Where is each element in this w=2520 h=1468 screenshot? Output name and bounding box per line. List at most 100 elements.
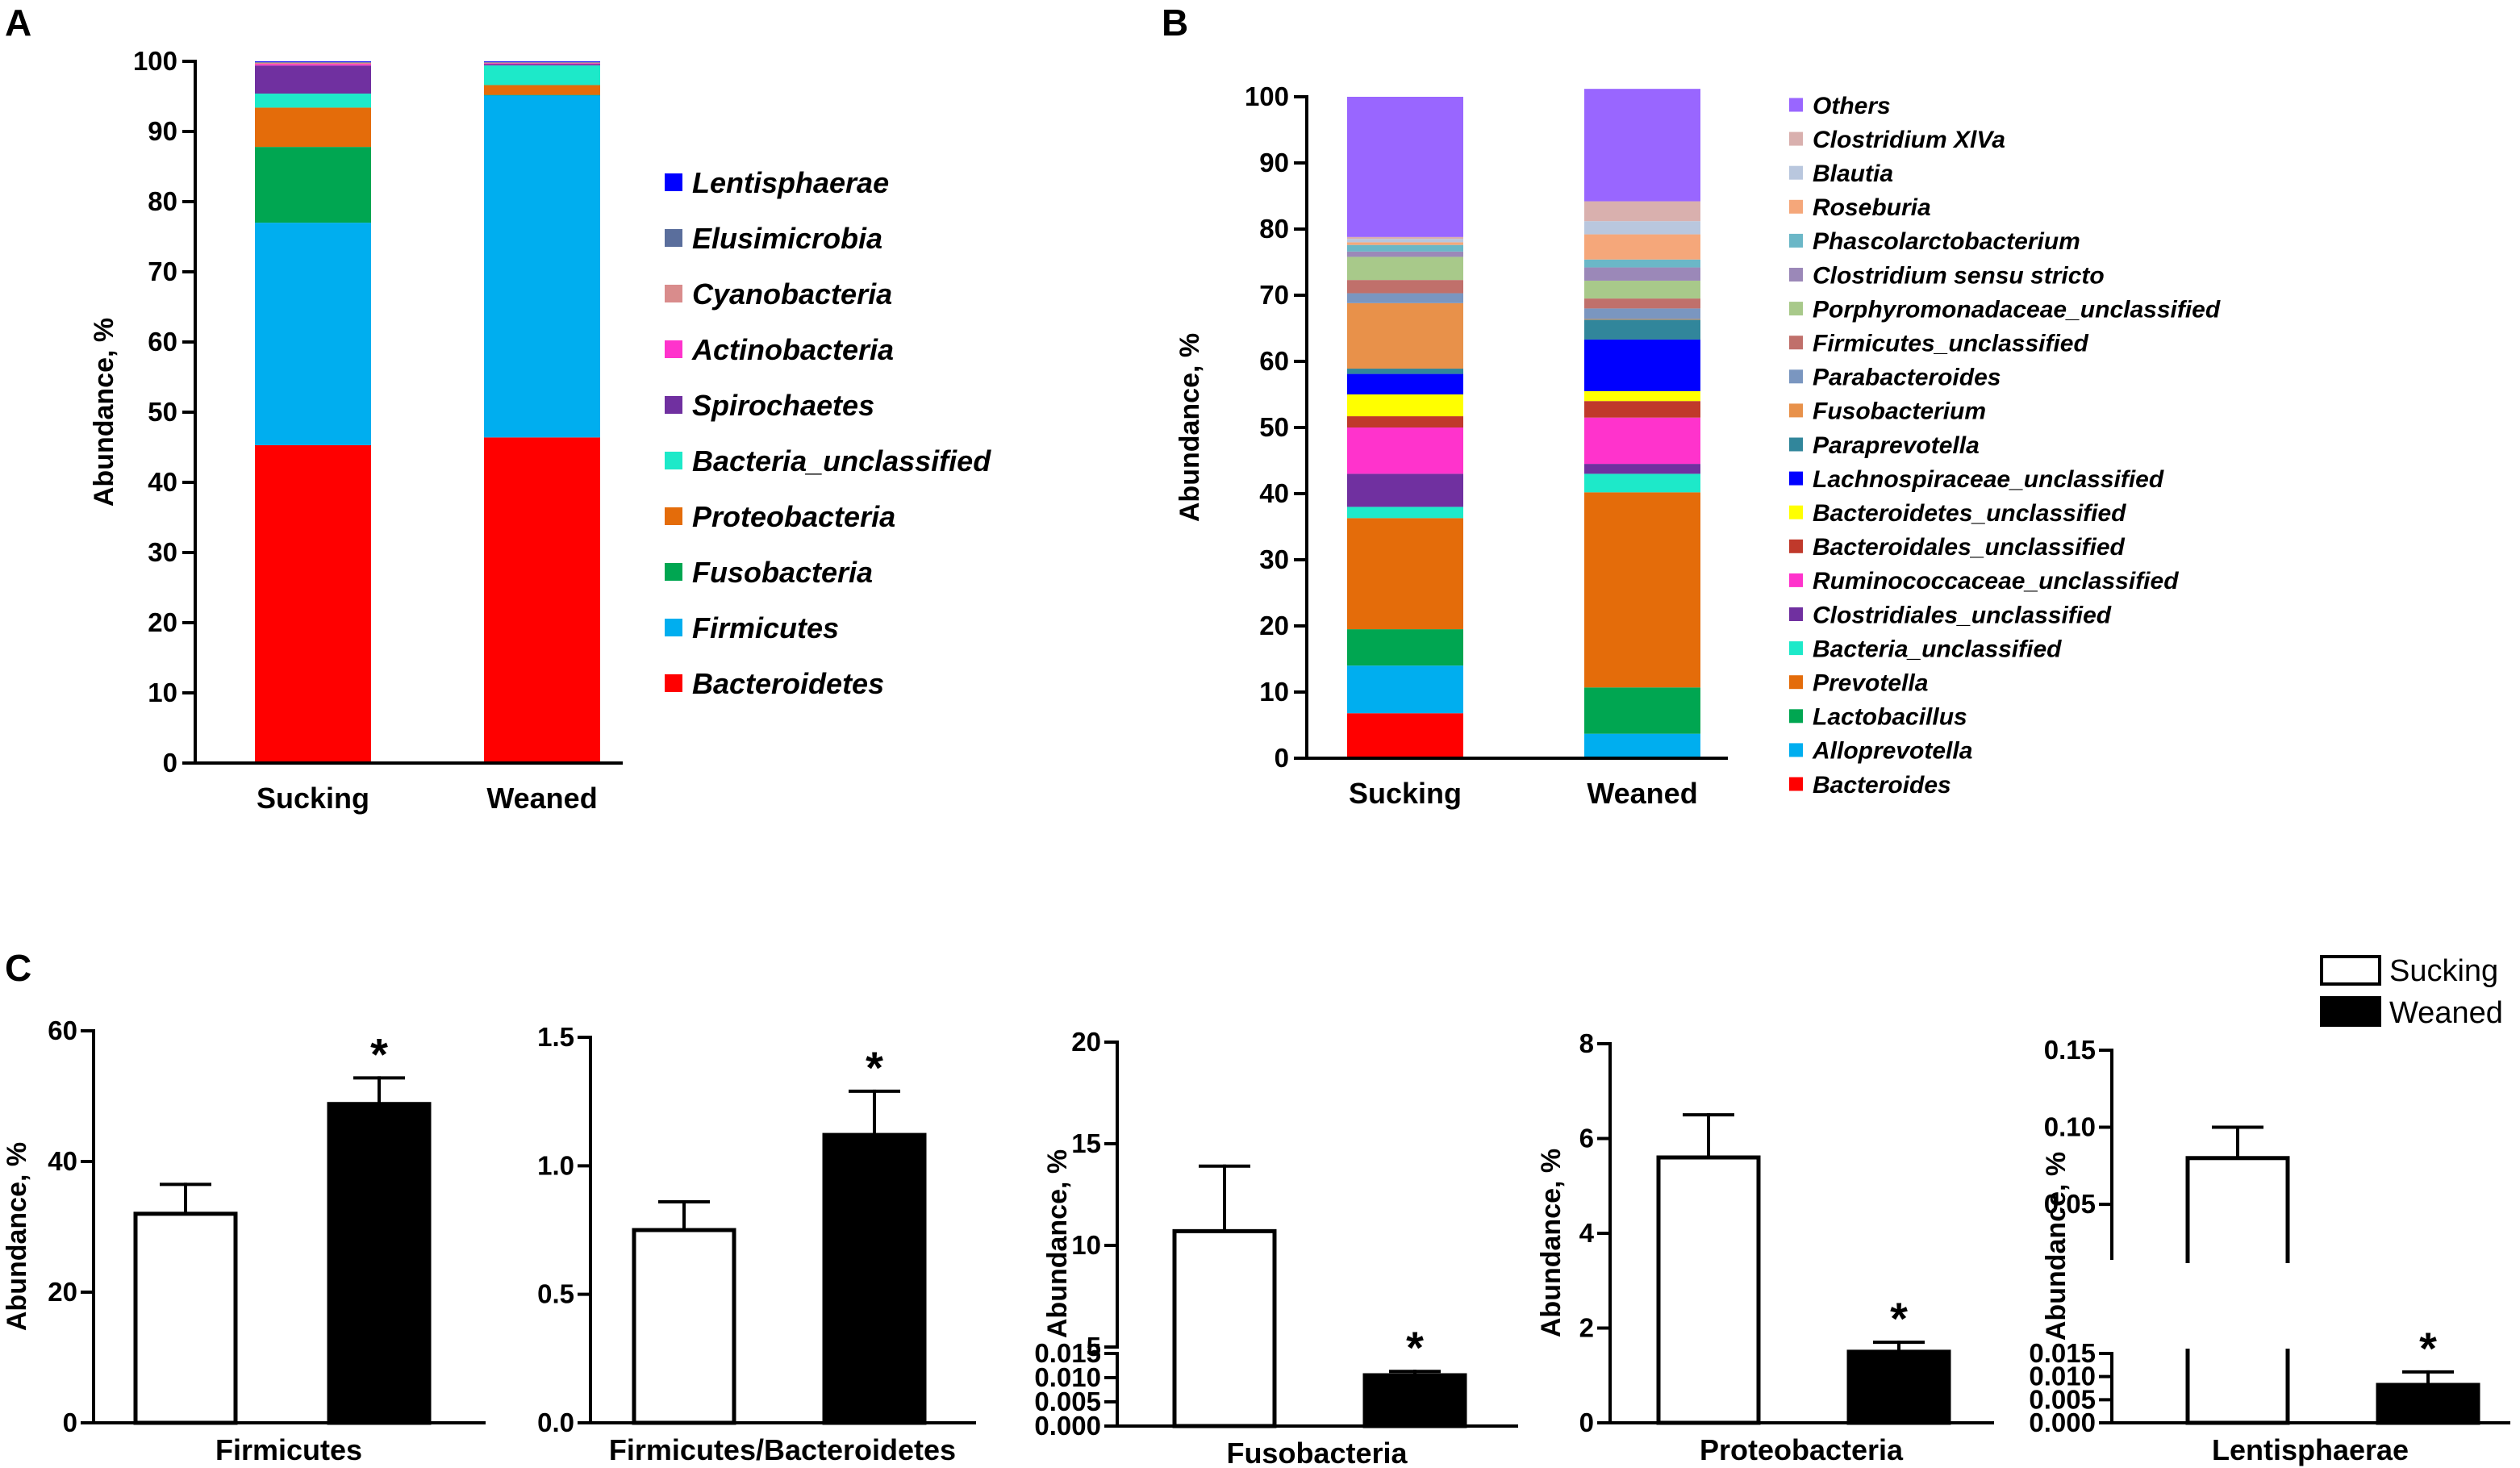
y-tick-label: 20 [1071, 1027, 1101, 1057]
y-tick-label: 0.015 [1034, 1338, 1101, 1368]
bar-segment-weaned-7 [1584, 401, 1700, 418]
legend-swatch [1789, 165, 1803, 180]
bar-segment-weaned-1 [484, 94, 600, 438]
bar-segment-sucking-17 [1347, 242, 1463, 245]
bar-segment-weaned-4 [1584, 473, 1700, 493]
bar-segment-sucking-5 [255, 65, 371, 94]
y-tick-label: 90 [148, 116, 177, 146]
bar-segment-sucking-1 [1347, 665, 1463, 714]
bar-segment-weaned-17 [1584, 234, 1700, 260]
y-tick-label: 40 [48, 1146, 77, 1176]
y-tick-label: 60 [48, 1016, 77, 1045]
bar-segment-weaned-12 [1584, 308, 1700, 319]
legend-label: Lentisphaerae [692, 166, 889, 199]
legend-label: Ruminococcaceae_unclassified [1813, 568, 2179, 594]
legend-label: Others [1813, 93, 1891, 119]
legend-label: Firmicutes_unclassified [1813, 331, 2088, 357]
legend-label: Firmicutes [692, 611, 839, 644]
y-tick-label: 0.05 [2044, 1189, 2096, 1219]
y-tick-label: 20 [148, 607, 177, 637]
bar-segment-sucking-4 [1347, 507, 1463, 519]
y-tick-label: 1.5 [537, 1022, 574, 1052]
bar-segment-sucking-9 [1347, 373, 1463, 394]
legend-label: Elusimicrobia [692, 222, 882, 255]
bar-segment-weaned-18 [1584, 221, 1700, 235]
legend-swatch [1789, 675, 1803, 690]
legend-label: Lachnospiraceae_unclassified [1813, 466, 2164, 493]
bar-segment-weaned-5 [484, 64, 600, 66]
legend-swatch [1789, 743, 1803, 757]
y-axis-title: Abundance, % [2041, 1152, 2071, 1341]
legend-label: Blautia [1813, 161, 1893, 187]
legend-swatch [665, 619, 682, 636]
legend-label-sucking: Sucking [2389, 954, 2498, 988]
weaned-bar [327, 1102, 432, 1425]
y-tick-label: 10 [148, 678, 177, 707]
bar-segment-weaned-2 [1584, 687, 1700, 734]
bar-segment-sucking-12 [1347, 293, 1463, 303]
x-axis-label: Firmicutes [215, 1433, 362, 1466]
sucking-bar [1172, 1228, 1277, 1428]
y-tick-label: 1.0 [537, 1150, 574, 1180]
legend-swatch [1789, 573, 1803, 587]
y-tick-label: 30 [1259, 544, 1289, 574]
legend-label: Actinobacteria [691, 333, 894, 366]
significance-star: * [2419, 1323, 2437, 1374]
bar-segment-weaned-2 [484, 94, 600, 96]
x-category-label: Weaned [1587, 777, 1697, 810]
legend-swatch [665, 173, 682, 191]
panel-a-letter: A [5, 2, 31, 44]
bar-segment-sucking-3 [255, 107, 371, 148]
legend-swatch [665, 229, 682, 247]
legend-label: Fusobacterium [1813, 398, 1986, 425]
significance-star: * [1890, 1293, 1908, 1344]
y-axis-title: Abundance, % [89, 318, 119, 507]
y-tick-label: 0.000 [1034, 1411, 1101, 1441]
legend-swatch [1789, 539, 1803, 553]
bar-segment-sucking-20 [1347, 97, 1463, 237]
y-tick-label: 0.015 [2029, 1338, 2096, 1368]
x-axis-label: Lentisphaerae [2212, 1433, 2409, 1466]
bar-segment-weaned-16 [1584, 259, 1700, 268]
y-tick-label: 80 [148, 186, 177, 216]
legend-label: Bacteroidetes_unclassified [1813, 500, 2126, 527]
legend-swatch [1789, 641, 1803, 656]
bar-segment-sucking-16 [1347, 244, 1463, 252]
bar-segment-sucking-6 [255, 64, 371, 66]
y-tick-label: 0 [1275, 743, 1289, 773]
bar-segment-sucking-0 [1347, 713, 1463, 758]
legend-label: Fusobacteria [692, 556, 873, 589]
y-tick-label: 0.010 [2029, 1362, 2096, 1391]
weaned-bar [822, 1132, 927, 1425]
subplot-firmicutes-bacteroidetes: * 0.0 0.5 1.0 1.5 Firmicutes/Bacteroidetes [537, 1022, 976, 1466]
legend-swatch [1789, 131, 1803, 146]
y-tick-label: 0.15 [2044, 1035, 2096, 1065]
x-category-label: Sucking [1349, 777, 1462, 810]
legend-swatch [665, 507, 682, 525]
bar-segment-sucking-3 [1347, 518, 1463, 630]
bar-segment-sucking-14 [1347, 256, 1463, 281]
legend-swatch [1789, 268, 1803, 282]
y-tick-label: 10 [1259, 677, 1289, 707]
legend-label: Bacteria_unclassified [1813, 636, 2062, 662]
legend-label: Paraprevotella [1813, 432, 1980, 459]
y-tick-label: 40 [148, 467, 177, 497]
legend-label: Prevotella [1813, 670, 1928, 697]
y-tick-label: 50 [148, 397, 177, 427]
legend-swatch [1789, 199, 1803, 214]
legend-swatch [1789, 233, 1803, 248]
legend-label: Parabacteroides [1813, 365, 2001, 391]
bar-segment-sucking-13 [1347, 280, 1463, 294]
legend-swatch [1789, 777, 1803, 791]
subplot-proteobacteria: * 0 2 4 6 8 Proteobacteria Abundance, % [1536, 1028, 1994, 1466]
y-tick-label: 20 [48, 1277, 77, 1307]
y-tick-label: 4 [1579, 1218, 1595, 1248]
legend-swatch [1789, 471, 1803, 486]
y-axis-title: Abundance, % [1174, 333, 1205, 522]
bar-segment-sucking-7 [1347, 416, 1463, 427]
panel-a-stacked-chart: Sucking Weaned 0 10 20 30 40 50 60 70 80 90 100 Abund… [89, 46, 991, 815]
bar-segment-weaned-10 [1584, 319, 1700, 340]
x-axis-label: Proteobacteria [1700, 1433, 1904, 1466]
